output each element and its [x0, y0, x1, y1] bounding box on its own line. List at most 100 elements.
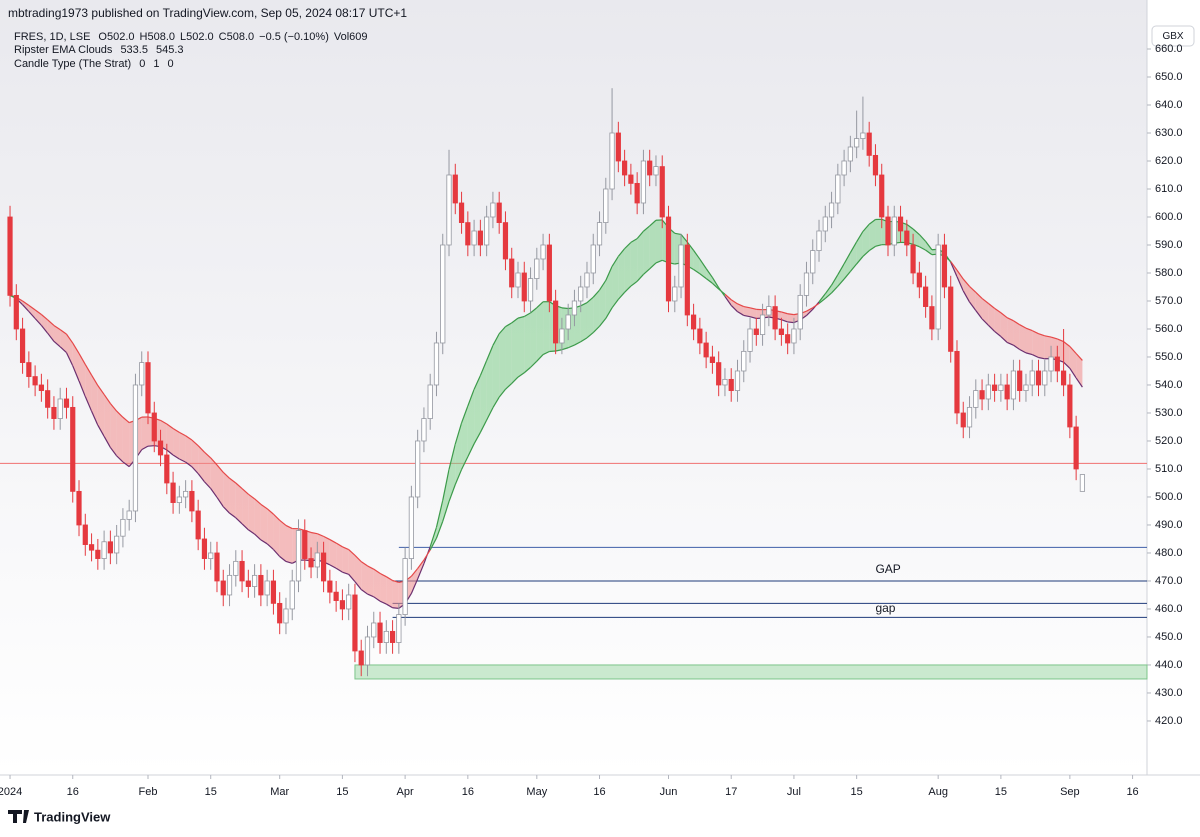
- indicator-value: 0: [167, 58, 173, 70]
- cloud-segment: [142, 417, 148, 450]
- x-tick-label: Aug: [928, 786, 948, 798]
- candle-body: [309, 559, 313, 567]
- candle-body: [33, 377, 37, 385]
- cloud-segment: [656, 220, 662, 263]
- candle-body: [497, 203, 501, 223]
- cloud-segment: [531, 308, 537, 368]
- candle-body: [848, 147, 852, 161]
- candle-body: [8, 217, 12, 295]
- x-tick-label: 15: [995, 786, 1007, 798]
- cloud-segment: [499, 327, 505, 398]
- legend-value: −0.5 (−0.10%): [259, 31, 329, 43]
- y-tick-label: 440.0: [1155, 659, 1183, 671]
- cloud-segment: [1007, 318, 1013, 346]
- y-tick-label: 540.0: [1155, 379, 1183, 391]
- candle-body: [177, 497, 181, 503]
- candle-body: [390, 631, 394, 642]
- candle-body: [679, 245, 683, 287]
- y-tick-label: 470.0: [1155, 575, 1183, 587]
- candle-body: [296, 531, 300, 581]
- cloud-segment: [625, 242, 631, 292]
- candle-body: [704, 343, 708, 357]
- cloud-segment: [1039, 334, 1045, 359]
- candle-body: [353, 595, 357, 651]
- y-tick-label: 570.0: [1155, 295, 1183, 307]
- cloud-segment: [342, 547, 348, 574]
- annotation: gap: [875, 601, 895, 615]
- y-tick-label: 640.0: [1155, 99, 1183, 111]
- cloud-segment: [1020, 325, 1026, 353]
- candle-body: [39, 385, 43, 391]
- cloud-segment: [173, 428, 179, 459]
- candle-body: [215, 553, 219, 581]
- indicator-name: Ripster EMA Clouds: [14, 44, 113, 56]
- cloud-segment: [386, 577, 392, 608]
- candle-body: [372, 623, 376, 637]
- cloud-segment: [875, 219, 881, 246]
- candle-body: [472, 231, 476, 245]
- candle-body: [503, 223, 507, 259]
- candle-body: [522, 273, 526, 301]
- legend-key: H: [140, 31, 148, 43]
- candle-body: [1024, 385, 1028, 391]
- cloud-segment: [1026, 328, 1032, 354]
- candle-body: [403, 559, 407, 615]
- cloud-segment: [248, 494, 254, 534]
- y-tick-label: 530.0: [1155, 407, 1183, 419]
- candle-body: [710, 357, 714, 363]
- candle-body: [629, 175, 633, 183]
- candle-body: [96, 550, 100, 558]
- cloud-segment: [537, 302, 543, 361]
- candle-body: [365, 637, 369, 665]
- candle-body: [635, 183, 639, 203]
- candle-body: [842, 161, 846, 175]
- cloud-segment: [512, 318, 518, 383]
- candle-body: [654, 167, 658, 175]
- y-tick-label: 430.0: [1155, 687, 1183, 699]
- ema-fast: [788, 322, 794, 323]
- candle-body: [691, 315, 695, 329]
- candle-body: [585, 273, 589, 287]
- candle-body: [209, 553, 213, 559]
- candle-body: [942, 245, 946, 287]
- candle-body: [428, 385, 432, 419]
- candle-body: [146, 363, 150, 413]
- candle-body: [234, 561, 238, 575]
- candle-body: [967, 407, 971, 427]
- candle-body: [1005, 385, 1009, 399]
- candle-body: [792, 329, 796, 343]
- candle-body: [660, 167, 664, 217]
- cloud-segment: [336, 543, 342, 572]
- candle-body: [140, 363, 144, 385]
- candle-body: [1030, 371, 1034, 385]
- indicator-value: 0: [139, 58, 145, 70]
- support-zone: [355, 665, 1147, 679]
- candle-body: [516, 273, 520, 287]
- candle-body: [434, 343, 438, 385]
- candle-body: [1080, 475, 1084, 492]
- cloud-segment: [286, 525, 292, 563]
- cloud-segment: [117, 411, 123, 462]
- cloud-segment: [581, 303, 587, 342]
- candle-body: [221, 581, 225, 595]
- candle-body: [911, 245, 915, 273]
- candle-body: [284, 609, 288, 623]
- brand-logo: [8, 810, 29, 823]
- y-tick-label: 610.0: [1155, 183, 1183, 195]
- candle-body: [227, 575, 231, 595]
- candle-body: [422, 419, 426, 441]
- candle-body: [359, 651, 363, 665]
- candle-body: [591, 245, 595, 273]
- candle-body: [604, 189, 608, 223]
- x-tick-label: 16: [462, 786, 474, 798]
- candle-body: [459, 203, 463, 223]
- cloud-segment: [1045, 336, 1051, 359]
- candle-body: [71, 407, 75, 491]
- candle-body: [190, 491, 194, 511]
- cloud-segment: [587, 297, 593, 338]
- cloud-segment: [230, 478, 236, 517]
- candle-body: [1036, 371, 1040, 385]
- candle-body: [566, 315, 570, 329]
- symbol: FRES, 1D, LSE: [14, 31, 90, 43]
